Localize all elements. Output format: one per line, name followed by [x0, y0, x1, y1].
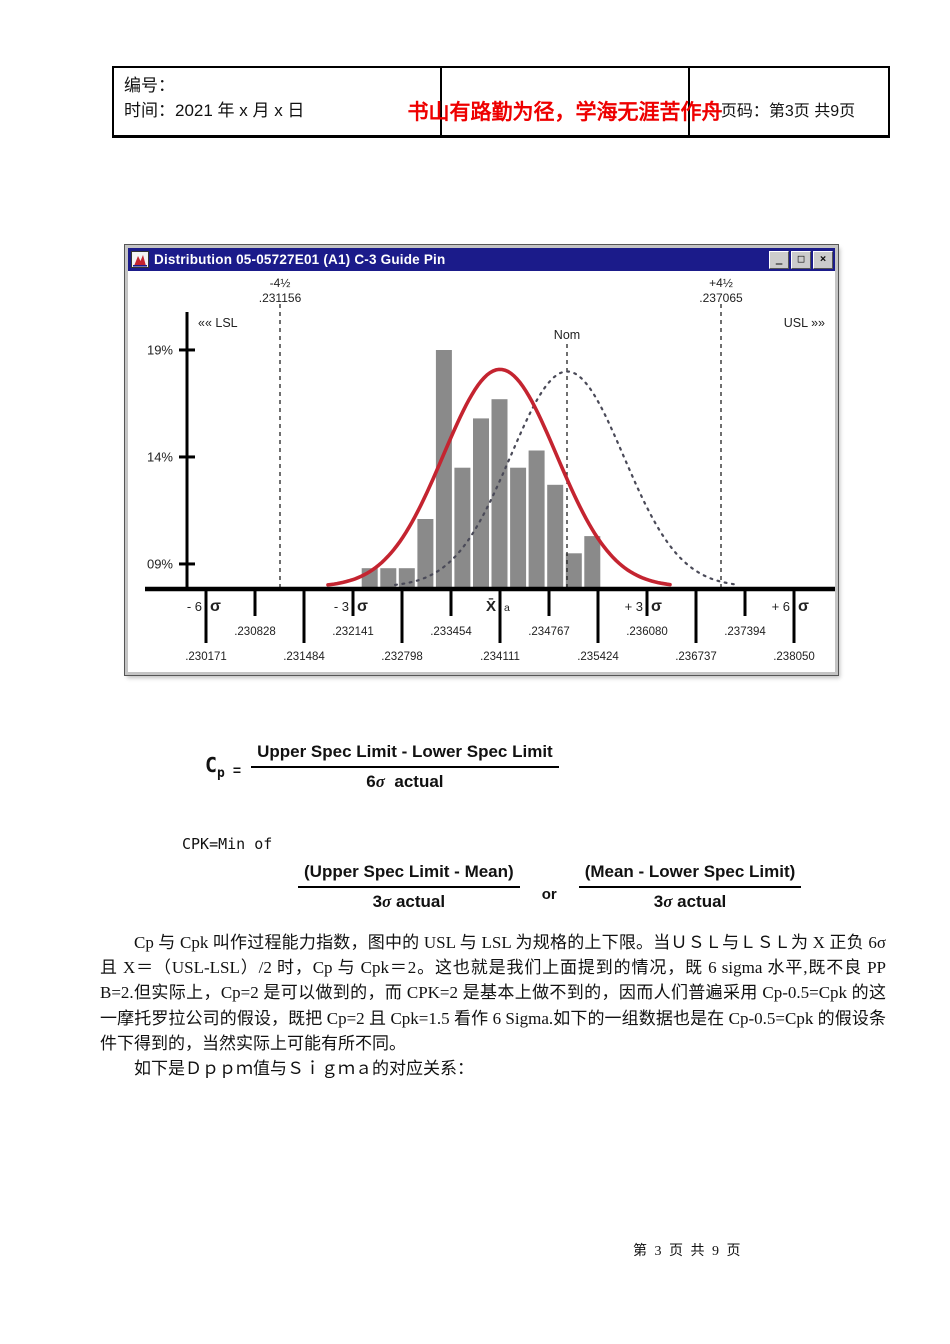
svg-text:X̄: X̄: [486, 597, 496, 615]
time-label: 时间：2021 年 x 月 x 日: [124, 101, 305, 120]
svg-text:.231484: .231484: [283, 651, 325, 663]
svg-text:09%: 09%: [147, 557, 173, 572]
cpk-right-denominator: 3σ actual: [653, 892, 727, 911]
cpk-left-denominator: 3σ actual: [372, 892, 446, 911]
sigma-symbol: σ: [375, 772, 385, 791]
minimize-button[interactable]: _: [769, 250, 789, 269]
cpk-left-numerator: (Upper Spec Limit - Mean): [298, 862, 520, 888]
svg-text:σ: σ: [357, 598, 368, 615]
svg-text:.233454: .233454: [430, 626, 472, 638]
cpk-right-numerator: (Mean - Lower Spec Limit): [578, 862, 802, 888]
paragraph-dppm-intro: 如下是Ｄｐｐｍ值与Ｓｉｇｍａ的对应关系：: [134, 1059, 474, 1079]
cp-formula: Cp = Upper Spec Limit - Lower Spec Limit…: [205, 742, 559, 792]
svg-text:.237394: .237394: [724, 626, 766, 638]
svg-text:- 6: - 6: [187, 599, 202, 614]
svg-text:«« LSL: «« LSL: [198, 316, 238, 330]
svg-text:+4½: +4½: [709, 276, 733, 290]
sigma-symbol: σ: [663, 892, 673, 911]
motto-text: 书山有路勤为径，学海无涯苦作舟: [407, 101, 723, 124]
histogram-app-icon: [131, 251, 149, 268]
svg-text:.230828: .230828: [234, 626, 276, 638]
svg-text:-4½: -4½: [270, 276, 291, 290]
svg-text:.232798: .232798: [381, 651, 423, 663]
svg-text:.234767: .234767: [528, 626, 570, 638]
distribution-plot: 19% 14% 09% - 6 σ - 3 σ X̄ a + 3 σ + 6 σ .230828 .2321…: [145, 276, 836, 663]
distribution-chart: 19% 14% 09% - 6 σ - 3 σ X̄ a + 3 σ + 6 σ .230828 .2321…: [128, 271, 836, 672]
svg-text:USL »»: USL »»: [784, 316, 825, 330]
equals-sign: =: [232, 762, 242, 778]
page-number-label: 页码：第3页 共9页: [720, 102, 856, 120]
or-word: or: [541, 885, 557, 903]
svg-text:+ 3: + 3: [625, 599, 643, 614]
svg-text:.230171: .230171: [185, 651, 227, 663]
cp-denominator: 6σ actual: [366, 772, 444, 791]
cpk-fractions: (Upper Spec Limit - Mean) 3σ actual or (…: [298, 862, 802, 912]
svg-text:- 3: - 3: [334, 599, 349, 614]
cp-fraction: Upper Spec Limit - Lower Spec Limit 6σ a…: [251, 742, 559, 792]
header-table: 编号： 时间：2021 年 x 月 x 日 书山有路勤为径，学海无涯苦作舟 页码…: [112, 66, 890, 138]
svg-text:+ 6: + 6: [772, 599, 790, 614]
header-motto-cell: 书山有路勤为径，学海无涯苦作舟: [408, 68, 723, 135]
cpk-min-label: CPK=Min of: [182, 835, 273, 853]
window-title: Distribution 05-05727E01 (A1) C-3 Guide …: [154, 252, 446, 267]
header-page-cell: 页码：第3页 共9页: [690, 68, 886, 135]
svg-text:a: a: [504, 602, 510, 614]
svg-text:.232141: .232141: [332, 626, 374, 638]
svg-text:.231156: .231156: [259, 291, 302, 305]
svg-text:.234111: .234111: [480, 651, 520, 663]
svg-text:.237065: .237065: [699, 291, 743, 305]
svg-text:14%: 14%: [147, 450, 173, 465]
svg-text:Nom: Nom: [554, 328, 580, 342]
distribution-window: Distribution 05-05727E01 (A1) C-3 Guide …: [124, 244, 839, 676]
cp-numerator: Upper Spec Limit - Lower Spec Limit: [251, 742, 559, 768]
svg-text:.238050: .238050: [773, 651, 815, 663]
cp-symbol: Cp: [205, 753, 225, 781]
header-number-time-cell: 编号： 时间：2021 年 x 月 x 日: [114, 68, 442, 135]
svg-text:19%: 19%: [147, 343, 173, 358]
svg-text:σ: σ: [798, 598, 809, 615]
close-button[interactable]: ×: [813, 250, 833, 269]
window-titlebar[interactable]: Distribution 05-05727E01 (A1) C-3 Guide …: [128, 248, 835, 271]
paragraph-cp-cpk: Cp 与 Cpk 叫作过程能力指数，图中的 USL 与 LSL 为规格的上下限。…: [100, 933, 886, 1053]
svg-text:.236080: .236080: [626, 626, 668, 638]
svg-text:.236737: .236737: [675, 651, 717, 663]
svg-text:σ: σ: [651, 598, 662, 615]
maximize-button[interactable]: □: [791, 250, 811, 269]
svg-text:.235424: .235424: [577, 651, 619, 663]
number-label: 编号：: [124, 76, 175, 95]
svg-text:σ: σ: [210, 598, 221, 615]
body-text: Cp 与 Cpk 叫作过程能力指数，图中的 USL 与 LSL 为规格的上下限。…: [100, 930, 886, 1081]
footer-page-number: 第 3 页 共 9 页: [633, 1244, 743, 1259]
sigma-symbol: σ: [382, 892, 392, 911]
cpk-left-fraction: (Upper Spec Limit - Mean) 3σ actual: [298, 862, 520, 912]
cpk-right-fraction: (Mean - Lower Spec Limit) 3σ actual: [578, 862, 802, 912]
